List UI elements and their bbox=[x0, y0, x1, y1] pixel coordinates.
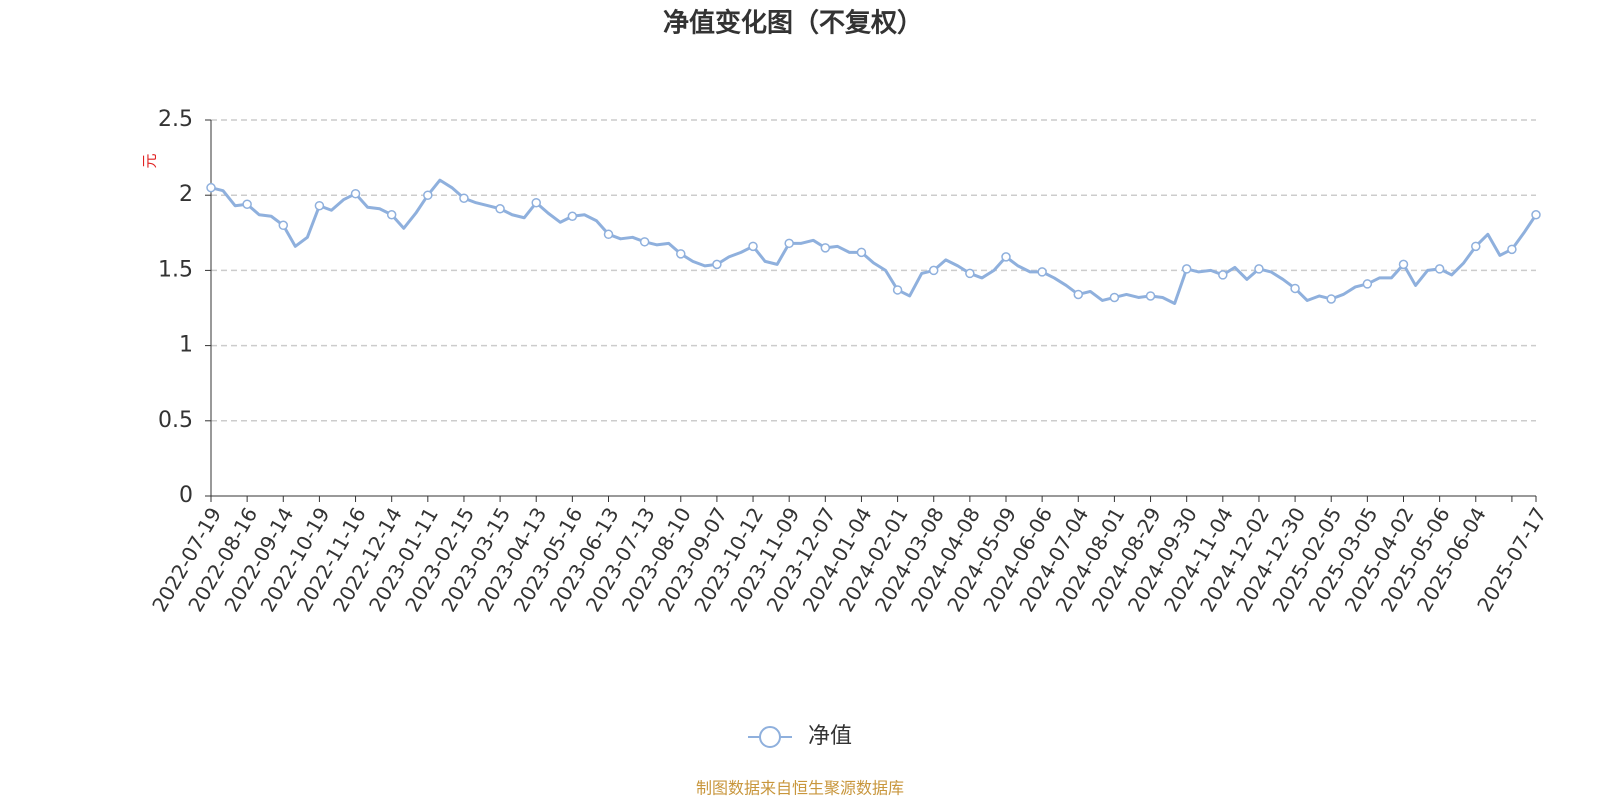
data-point bbox=[639, 237, 650, 247]
data-point bbox=[1145, 291, 1156, 301]
data-point bbox=[242, 199, 252, 209]
data-point bbox=[856, 247, 867, 258]
data-point bbox=[206, 182, 216, 193]
data-point bbox=[1001, 252, 1011, 262]
data-point bbox=[892, 285, 903, 295]
chart-title: 净值变化图（不复权） bbox=[663, 8, 923, 39]
data-point bbox=[1037, 267, 1047, 277]
data-point bbox=[1073, 289, 1084, 300]
data-point bbox=[603, 229, 614, 240]
data-point bbox=[278, 220, 289, 231]
data-point bbox=[1326, 294, 1336, 304]
data-point bbox=[1434, 264, 1445, 274]
y-tick-label: 0.5 bbox=[158, 408, 193, 433]
data-point bbox=[1362, 279, 1373, 289]
data-point bbox=[1507, 244, 1517, 255]
y-tick-label: 2.5 bbox=[158, 107, 193, 132]
data-point bbox=[314, 200, 325, 211]
data-point bbox=[1398, 259, 1409, 270]
legend-symbol bbox=[759, 726, 781, 748]
data-point bbox=[459, 193, 469, 203]
data-point bbox=[1109, 292, 1120, 303]
data-point bbox=[784, 238, 794, 249]
data-point bbox=[567, 211, 578, 222]
data-point bbox=[423, 190, 433, 200]
data-point bbox=[1471, 241, 1481, 252]
data-point bbox=[1290, 283, 1300, 294]
y-tick-label: 2 bbox=[179, 182, 193, 207]
y-tick-label: 0 bbox=[179, 483, 193, 508]
data-point bbox=[386, 210, 397, 220]
data-point bbox=[1531, 210, 1541, 220]
data-point bbox=[531, 197, 541, 208]
y-axis-label: 元 bbox=[141, 153, 159, 168]
legend-label: 净值 bbox=[808, 724, 852, 749]
data-point bbox=[712, 259, 722, 270]
data-point bbox=[495, 203, 505, 214]
data-point bbox=[748, 241, 758, 252]
y-tick-label: 1.5 bbox=[158, 257, 193, 282]
data-point bbox=[928, 265, 939, 276]
data-point bbox=[350, 188, 361, 199]
data-point bbox=[965, 268, 975, 279]
data-point bbox=[1181, 264, 1192, 274]
data-point bbox=[1254, 264, 1264, 274]
y-tick-label: 1 bbox=[179, 333, 193, 358]
data-point bbox=[820, 243, 831, 253]
source-note: 制图数据来自恒生聚源数据库 bbox=[696, 779, 904, 798]
data-point bbox=[1218, 270, 1228, 280]
data-line bbox=[210, 178, 1538, 305]
data-point bbox=[676, 249, 686, 259]
